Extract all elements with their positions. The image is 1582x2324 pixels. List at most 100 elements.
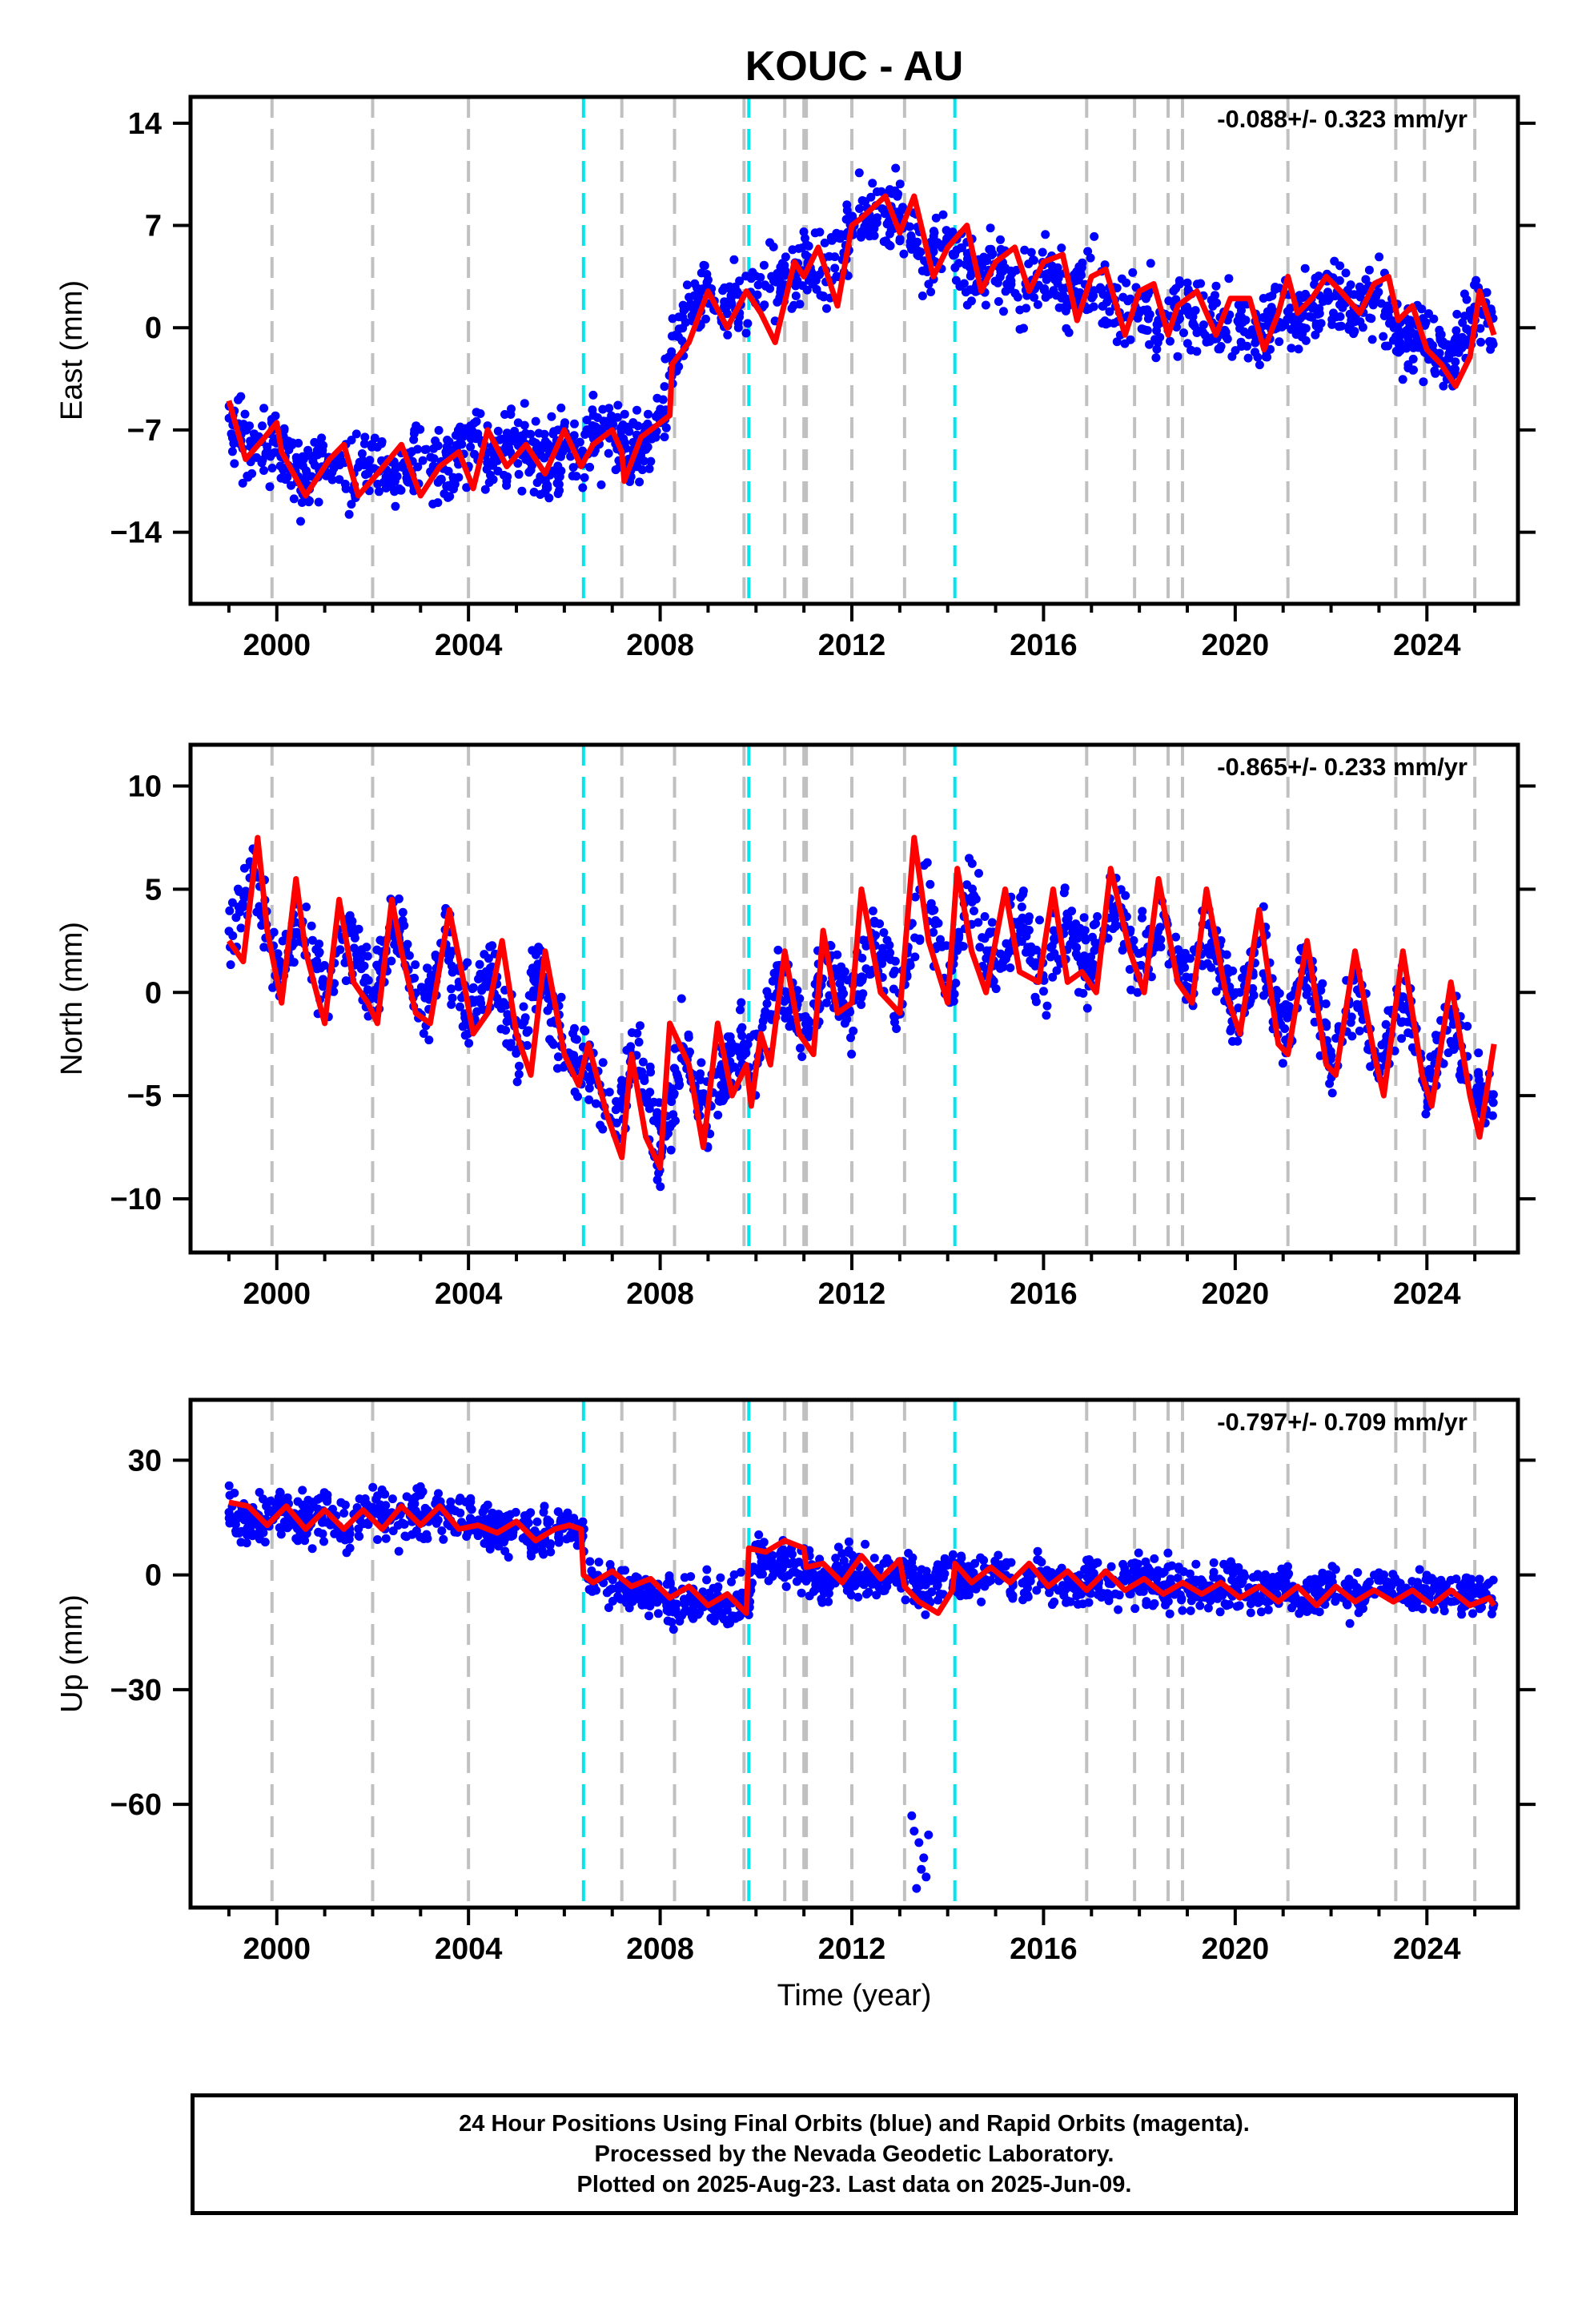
data-point: [357, 449, 367, 458]
data-point: [1203, 1603, 1213, 1613]
data-point: [271, 411, 280, 420]
data-point: [1063, 913, 1073, 923]
data-point: [443, 436, 452, 444]
data-point: [827, 235, 837, 245]
data-point: [1086, 253, 1095, 263]
data-point: [484, 954, 493, 963]
y-tick-label: −10: [110, 1183, 162, 1216]
data-point: [571, 1060, 580, 1070]
data-point: [431, 436, 440, 445]
y-tick-label: 14: [128, 107, 162, 141]
data-point: [682, 280, 692, 290]
data-point: [1268, 1574, 1277, 1584]
data-point: [252, 907, 262, 917]
x-tick-label: 2012: [818, 1277, 886, 1311]
data-point: [1017, 903, 1026, 911]
data-point: [804, 1015, 813, 1025]
data-point: [618, 420, 628, 429]
data-point: [733, 287, 742, 296]
data-point: [1019, 324, 1028, 333]
x-tick-label: 2016: [1010, 629, 1078, 662]
data-point: [854, 168, 864, 178]
data-point: [652, 1175, 662, 1184]
data-point: [330, 460, 339, 469]
data-point: [982, 256, 991, 266]
data-point: [929, 247, 938, 257]
data-point: [702, 1575, 712, 1585]
data-point: [1138, 913, 1146, 923]
data-point: [1482, 287, 1492, 297]
data-point: [398, 907, 408, 917]
data-point: [1085, 304, 1094, 313]
data-point: [885, 185, 894, 195]
data-point: [370, 985, 379, 995]
data-point: [670, 1064, 680, 1074]
data-point: [470, 449, 479, 459]
data-point: [864, 1587, 873, 1597]
data-point: [578, 483, 588, 493]
data-point: [1415, 1565, 1424, 1574]
data-point: [1295, 291, 1304, 300]
data-point: [472, 408, 481, 417]
data-point: [598, 1058, 608, 1068]
data-point: [1030, 292, 1038, 302]
data-point: [1093, 912, 1102, 921]
data-point: [974, 918, 983, 927]
data-point: [1191, 1559, 1201, 1569]
data-point: [922, 858, 932, 867]
data-point: [1425, 1064, 1435, 1074]
data-point: [496, 1003, 506, 1013]
data-point: [411, 1492, 420, 1502]
data-point: [341, 484, 351, 493]
data-point: [994, 297, 1003, 306]
data-point: [516, 431, 526, 440]
data-point: [899, 249, 909, 259]
data-point: [1394, 348, 1403, 357]
data-point: [1462, 324, 1472, 334]
data-point: [1256, 1607, 1266, 1617]
data-point: [861, 1539, 870, 1549]
data-point: [526, 429, 536, 439]
data-point: [1018, 1595, 1028, 1605]
data-point: [996, 244, 1006, 254]
data-point: [1402, 326, 1411, 336]
data-point: [1235, 987, 1244, 997]
data-point: [1102, 1589, 1112, 1598]
data-point: [793, 986, 802, 995]
data-point: [429, 444, 439, 453]
data-point: [1203, 947, 1212, 956]
data-point: [225, 906, 235, 915]
data-point: [788, 1567, 797, 1577]
data-point: [1408, 354, 1418, 364]
data-point: [1031, 958, 1041, 967]
data-point: [314, 497, 323, 507]
data-point: [316, 440, 326, 450]
data-point: [765, 238, 774, 247]
data-point: [666, 1145, 676, 1155]
data-point: [556, 992, 566, 1002]
data-point: [1086, 952, 1096, 962]
data-point: [1241, 316, 1251, 325]
y-tick-label: −7: [127, 414, 162, 448]
data-point: [822, 998, 831, 1007]
data-point: [1073, 952, 1082, 962]
data-point: [726, 291, 736, 300]
data-point: [797, 1588, 806, 1598]
data-point: [1456, 1075, 1466, 1084]
data-point: [966, 285, 975, 295]
data-point: [1237, 306, 1246, 316]
data-point: [754, 1530, 764, 1539]
data-point: [743, 319, 753, 328]
data-point: [1135, 1586, 1145, 1596]
data-point: [351, 429, 361, 439]
x-tick-label: 2000: [243, 1277, 311, 1311]
data-point: [1488, 1098, 1498, 1108]
data-point: [824, 1597, 833, 1606]
data-point: [1191, 1575, 1201, 1585]
data-point: [1079, 951, 1089, 961]
data-point: [520, 399, 529, 408]
data-point: [268, 448, 278, 458]
data-point: [1138, 1566, 1148, 1576]
data-point: [1185, 1569, 1195, 1578]
data-point: [660, 432, 669, 442]
